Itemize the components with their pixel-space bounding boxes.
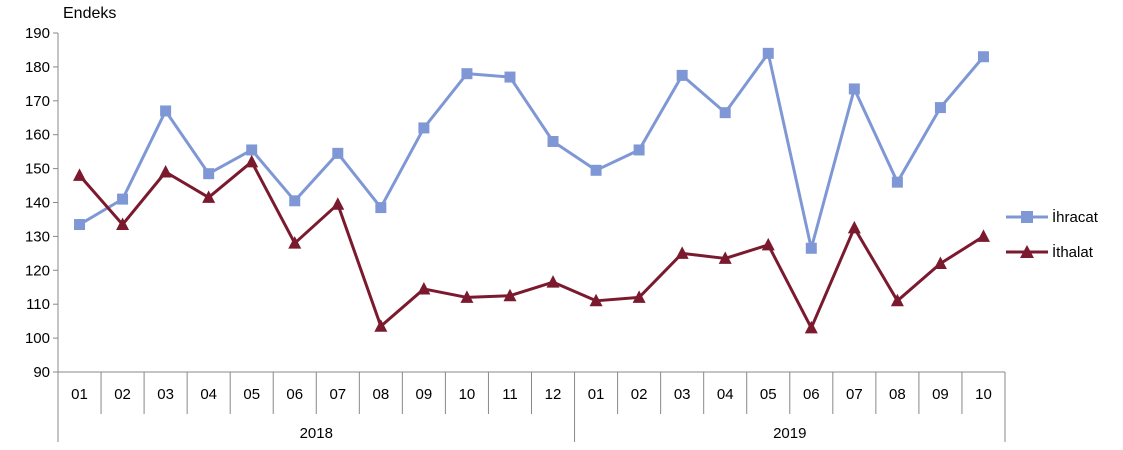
- y-tick-label: 190: [25, 25, 50, 42]
- x-tick-label: 03: [674, 386, 691, 403]
- x-tick-label: 02: [631, 386, 648, 403]
- data-point-ihracat: [633, 144, 645, 156]
- data-point-ithalat: [202, 190, 216, 203]
- legend-marker-ihracat: [1021, 211, 1033, 223]
- data-point-ihracat: [332, 147, 344, 159]
- data-point-ihracat: [504, 71, 516, 83]
- data-point-ihracat: [590, 164, 602, 176]
- x-tick-label: 08: [889, 386, 906, 403]
- data-point-ihracat: [461, 68, 473, 80]
- y-axis-title: Endeks: [63, 5, 116, 22]
- data-point-ithalat: [460, 290, 474, 303]
- x-tick-label: 07: [329, 386, 346, 403]
- data-point-ihracat: [762, 47, 774, 59]
- data-point-ithalat: [890, 293, 904, 307]
- x-axis-ticks: 01 02 03 04 05 06 07 08 09 10 11 12 01 02 03 04 05 06 07 08…: [71, 386, 992, 442]
- x-tick-label: 04: [717, 386, 734, 403]
- x-tick-label: 03: [157, 386, 174, 403]
- x-tick-label: 10: [975, 386, 992, 403]
- x-tick-label: 09: [932, 386, 949, 403]
- data-point-ithalat: [331, 197, 345, 210]
- x-tick-label: 11: [502, 386, 518, 403]
- y-tick-label: 110: [26, 296, 50, 313]
- data-point-ithalat: [632, 290, 646, 303]
- data-point-ihracat: [891, 176, 903, 188]
- data-point-ithalat: [159, 164, 173, 178]
- data-point-ithalat: [675, 246, 689, 259]
- x-group-label: 2019: [773, 425, 806, 442]
- x-tick-label: 06: [286, 386, 303, 403]
- legend-label-ihracat: İhracat: [1052, 208, 1099, 226]
- series-group: [73, 47, 990, 334]
- axes: [53, 32, 1006, 442]
- x-tick-label: 12: [545, 386, 562, 403]
- data-point-ihracat: [977, 51, 989, 63]
- x-tick-label: 04: [200, 386, 217, 403]
- series-line-ithalat: [78, 160, 985, 330]
- data-point-ihracat: [676, 69, 688, 81]
- legend-marker-ithalat: [1020, 245, 1034, 258]
- data-point-ithalat: [116, 217, 130, 231]
- y-axis-ticks: 90 100 110 120 130 140 150 160 170 180 190: [25, 25, 50, 381]
- data-point-ihracat: [719, 107, 731, 119]
- data-point-ihracat: [246, 144, 258, 156]
- data-point-ithalat: [374, 319, 388, 332]
- data-point-ithalat: [73, 168, 87, 181]
- x-tick-label: 01: [588, 386, 605, 403]
- y-tick-label: 170: [25, 93, 50, 110]
- data-point-ihracat: [848, 83, 860, 95]
- data-point-ihracat: [418, 122, 430, 134]
- x-tick-label: 05: [760, 386, 777, 403]
- data-point-ihracat: [805, 242, 817, 254]
- data-point-ithalat: [245, 154, 259, 168]
- data-point-ithalat: [847, 220, 861, 234]
- x-tick-label: 07: [846, 386, 863, 403]
- data-point-ihracat: [160, 105, 172, 117]
- data-point-ihracat: [289, 195, 301, 207]
- data-point-ihracat: [375, 202, 387, 214]
- data-point-ithalat: [761, 237, 775, 251]
- y-tick-label: 120: [25, 262, 50, 279]
- data-point-ithalat: [546, 275, 560, 288]
- y-tick-label: 180: [25, 59, 50, 76]
- y-tick-label: 130: [25, 228, 50, 245]
- data-point-ithalat: [589, 293, 603, 307]
- x-tick-label: 02: [114, 386, 131, 403]
- data-point-ithalat: [503, 288, 517, 302]
- y-tick-label: 160: [25, 127, 50, 144]
- data-point-ihracat: [74, 219, 86, 231]
- data-point-ihracat: [117, 193, 129, 205]
- data-point-ihracat: [934, 102, 946, 114]
- data-point-ithalat: [976, 229, 990, 242]
- data-point-ithalat: [288, 236, 302, 249]
- x-tick-label: 06: [803, 386, 820, 403]
- y-tick-label: 100: [25, 330, 50, 347]
- x-tick-label: 09: [416, 386, 433, 403]
- legend: İhracat İthalat: [1006, 208, 1099, 261]
- data-point-ithalat: [718, 251, 732, 264]
- x-group-label: 2018: [300, 425, 333, 442]
- y-tick-label: 150: [25, 161, 50, 178]
- x-tick-label: 01: [71, 386, 88, 403]
- series-line-ihracat: [78, 51, 985, 250]
- data-point-ihracat: [203, 168, 215, 180]
- legend-label-ithalat: İthalat: [1052, 243, 1094, 261]
- y-tick-label: 90: [33, 364, 50, 381]
- x-tick-label: 05: [243, 386, 260, 403]
- data-point-ithalat: [933, 256, 947, 270]
- data-point-ithalat: [417, 281, 431, 295]
- x-tick-label: 10: [459, 386, 476, 403]
- x-tick-label: 08: [372, 386, 389, 403]
- y-tick-label: 140: [25, 195, 50, 212]
- data-point-ihracat: [547, 135, 559, 147]
- data-point-ithalat: [804, 320, 818, 334]
